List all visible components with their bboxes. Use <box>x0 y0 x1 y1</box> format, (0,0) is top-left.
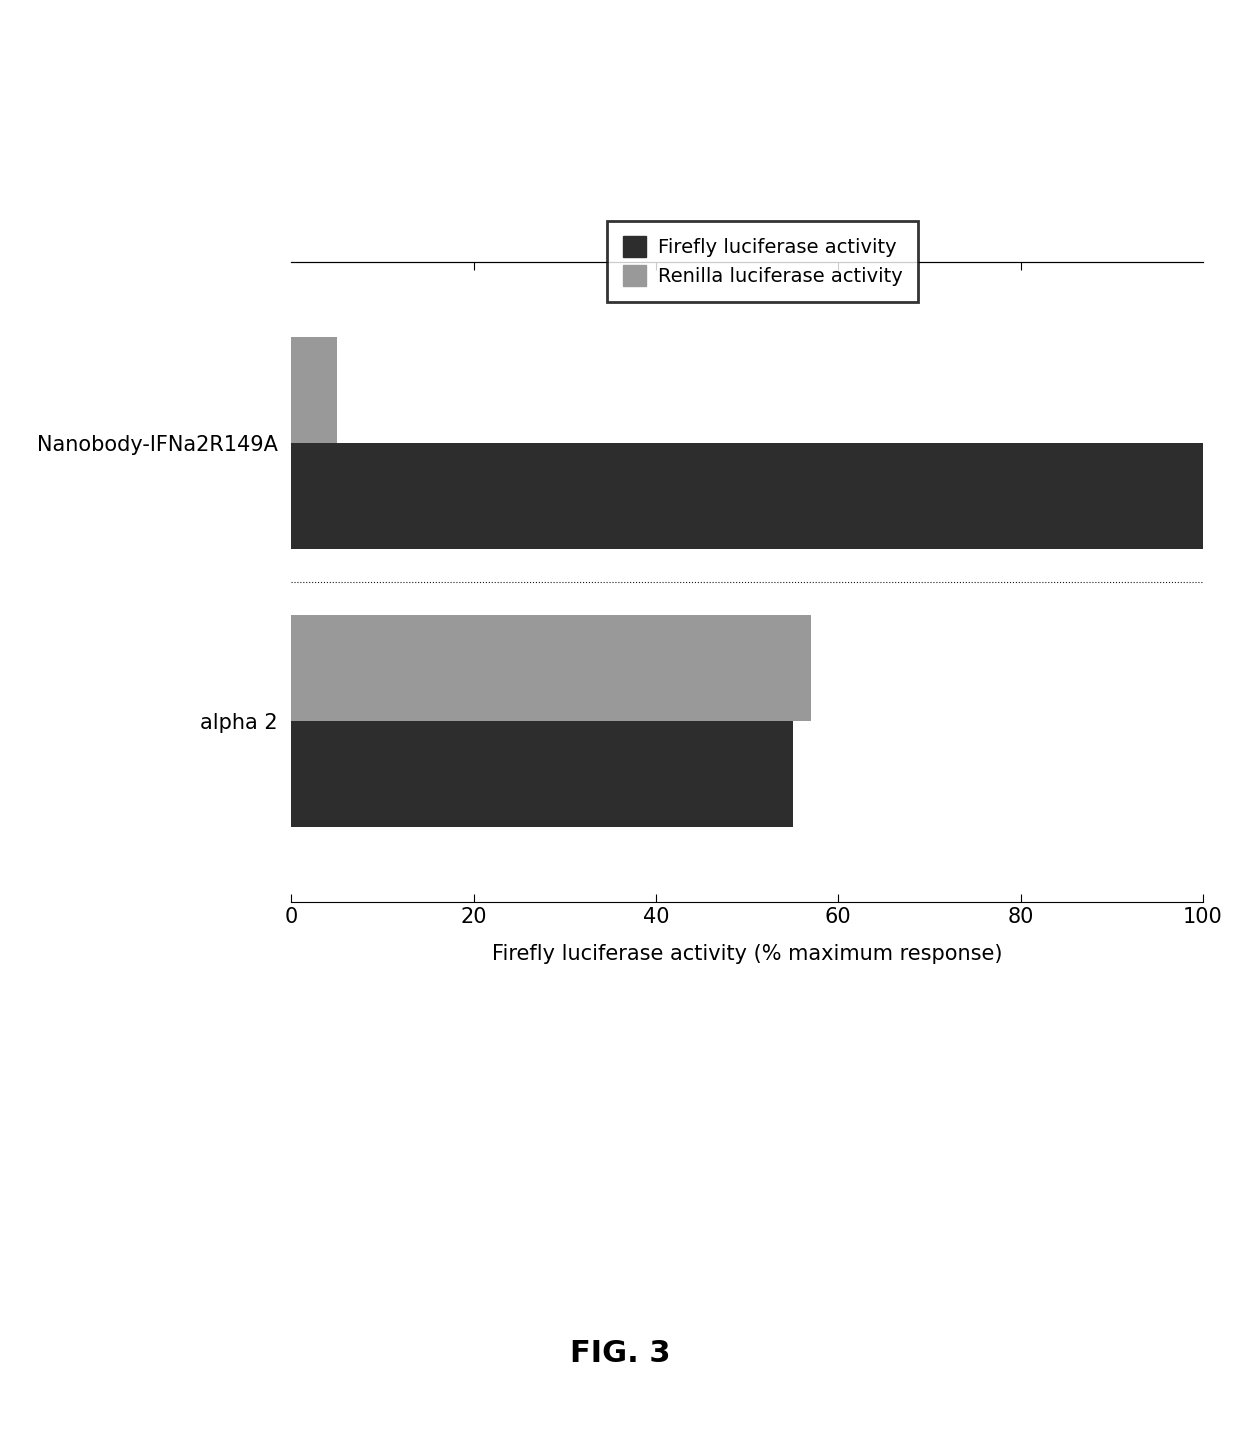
X-axis label: Firefly luciferase activity (% maximum response): Firefly luciferase activity (% maximum r… <box>492 944 1002 963</box>
Bar <box>291 722 792 826</box>
Bar <box>291 338 337 442</box>
Bar <box>291 615 811 722</box>
Text: FIG. 3: FIG. 3 <box>569 1339 671 1368</box>
Legend: Firefly luciferase activity, Renilla luciferase activity: Firefly luciferase activity, Renilla luc… <box>608 221 918 303</box>
Bar <box>291 442 1203 549</box>
